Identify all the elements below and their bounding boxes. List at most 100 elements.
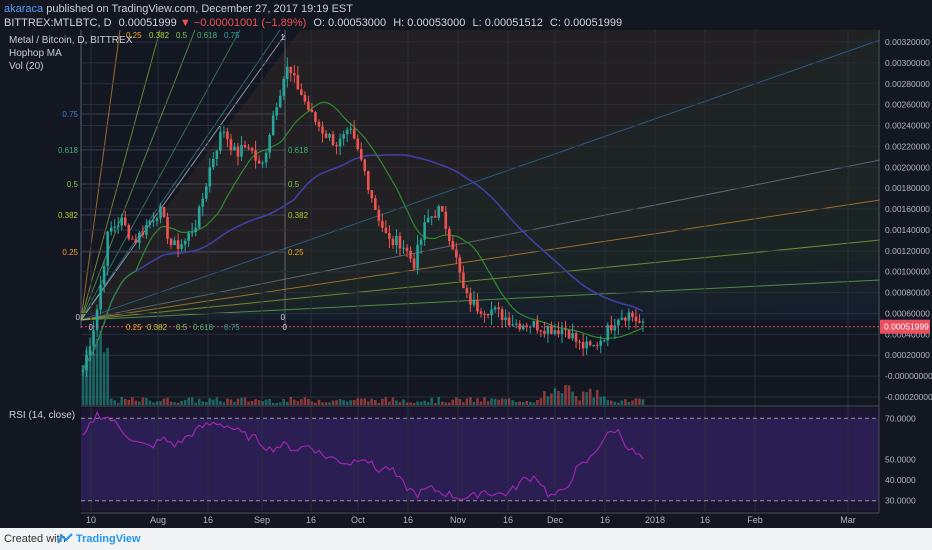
ohlc-close: C: 0.00051999 — [549, 17, 623, 29]
rsi-line — [82, 410, 644, 501]
candle-body — [278, 95, 282, 108]
volume-bar — [592, 397, 595, 405]
volume-bar — [254, 399, 257, 405]
volume-bar — [624, 399, 627, 405]
time-tick-label: Sep — [254, 515, 270, 525]
legend-ma[interactable]: Hophop MA — [9, 48, 62, 59]
candle-body — [426, 217, 430, 223]
candle-body — [514, 323, 518, 325]
volume-bar — [145, 398, 148, 405]
volume-bar — [176, 402, 180, 405]
rsi-tick-label: 40.0000 — [885, 475, 916, 485]
volume-bar — [486, 401, 490, 405]
volume-bar — [412, 402, 416, 405]
price-tick-label: 0.00160000 — [885, 204, 930, 214]
volume-bar — [514, 402, 518, 405]
volume-bar — [560, 393, 564, 405]
candle-body — [419, 239, 423, 245]
candle-body — [440, 206, 444, 212]
volume-bar — [525, 400, 529, 405]
candle-body — [201, 198, 205, 207]
candle-body — [617, 319, 620, 326]
fib-level-label: 0.618 — [197, 31, 218, 40]
volume-bar — [257, 400, 261, 405]
candle-body — [462, 272, 465, 289]
time-tick-label: 16 — [403, 515, 413, 525]
volume-bar — [363, 398, 367, 405]
volume-bar — [138, 401, 141, 405]
candle-body — [405, 247, 409, 251]
volume-bar — [134, 400, 138, 405]
candle-body — [631, 312, 634, 317]
candle-body — [307, 101, 310, 110]
chart-canvas[interactable]: 0.00320000 0.00300000 0.00280000 0.00260000… — [0, 0, 932, 528]
candle-body — [500, 309, 504, 321]
volume-bar — [187, 397, 190, 405]
candle-body — [416, 244, 419, 269]
volume-bar — [476, 398, 479, 405]
candle-body — [511, 324, 514, 326]
volume-bar — [493, 398, 497, 405]
volume-bar — [532, 402, 536, 405]
volume-bar — [282, 398, 286, 405]
down-arrow-icon: ▼ — [179, 17, 191, 29]
volume-bar — [212, 399, 215, 405]
candle-body — [507, 317, 511, 326]
fib-level-label: 0.5 — [67, 180, 79, 189]
candle-body — [233, 146, 236, 151]
volume-bar — [190, 397, 194, 405]
candle-body — [356, 138, 360, 150]
fib-fan-line — [80, 199, 881, 321]
symbol-label[interactable]: BITTREX:MTLBTC, D — [4, 17, 112, 29]
volume-bar — [226, 398, 229, 405]
slow-moving-average — [82, 153, 644, 371]
candle-body — [148, 221, 152, 226]
candle-body — [123, 217, 127, 226]
tradingview-brand[interactable]: TradingView — [76, 533, 141, 545]
price-tick-label: 0.00300000 — [885, 58, 930, 68]
volume-bar — [247, 401, 250, 405]
candle-body — [543, 331, 546, 334]
candle-body — [381, 221, 384, 228]
volume-bar — [335, 400, 338, 405]
volume-bar — [381, 398, 384, 405]
candle-body — [469, 293, 472, 305]
legend-rsi[interactable]: RSI (14, close) — [9, 410, 76, 421]
candle-body — [585, 341, 588, 349]
volume-bar — [180, 400, 183, 405]
volume-bar — [155, 401, 159, 405]
volume-bar — [243, 397, 247, 405]
volume-bar — [409, 402, 412, 405]
volume-bar — [377, 402, 381, 405]
candle-body — [359, 149, 363, 160]
candle-body — [349, 128, 352, 130]
candle-body — [240, 145, 243, 157]
volume-bar — [606, 399, 610, 405]
volume-bar — [88, 351, 92, 405]
author-link[interactable]: akaraca — [4, 3, 44, 15]
candle-body — [391, 238, 395, 245]
candle-body — [595, 344, 599, 346]
fib-level-label: 0.618 — [288, 146, 309, 155]
candle-body — [190, 232, 194, 234]
fib-level-label: 0 — [283, 323, 288, 332]
fib-level-label: 0.382 — [58, 211, 79, 220]
candle-body — [465, 288, 469, 294]
volume-bar — [472, 401, 476, 405]
candle-body — [345, 129, 349, 135]
volume-bar — [398, 401, 402, 405]
last-price: 0.00051999 — [118, 17, 177, 29]
candle-body — [176, 240, 180, 249]
candle-body — [384, 227, 388, 233]
volume-bar — [599, 396, 603, 405]
legend-series[interactable]: Metal / Bitcoin, D, BITTREX — [9, 35, 133, 46]
volume-bar — [261, 401, 264, 405]
volume-bar — [610, 400, 613, 405]
volume-bar — [539, 397, 543, 405]
candle-body — [472, 299, 476, 305]
volume-bar — [102, 352, 106, 405]
candle-body — [113, 226, 116, 228]
legend-volume[interactable]: Vol (20) — [9, 61, 44, 72]
volume-bar — [462, 402, 465, 405]
time-tick-label: 16 — [503, 515, 513, 525]
